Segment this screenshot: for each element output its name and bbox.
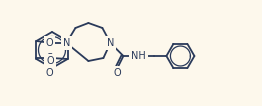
Text: O: O bbox=[46, 38, 53, 48]
Text: O: O bbox=[114, 68, 121, 78]
Text: NH: NH bbox=[131, 51, 146, 61]
Text: N: N bbox=[63, 38, 70, 48]
Text: O: O bbox=[46, 68, 53, 78]
Text: N: N bbox=[107, 38, 114, 48]
Text: S: S bbox=[47, 53, 53, 63]
Text: N: N bbox=[63, 38, 70, 48]
Text: O: O bbox=[47, 56, 54, 66]
